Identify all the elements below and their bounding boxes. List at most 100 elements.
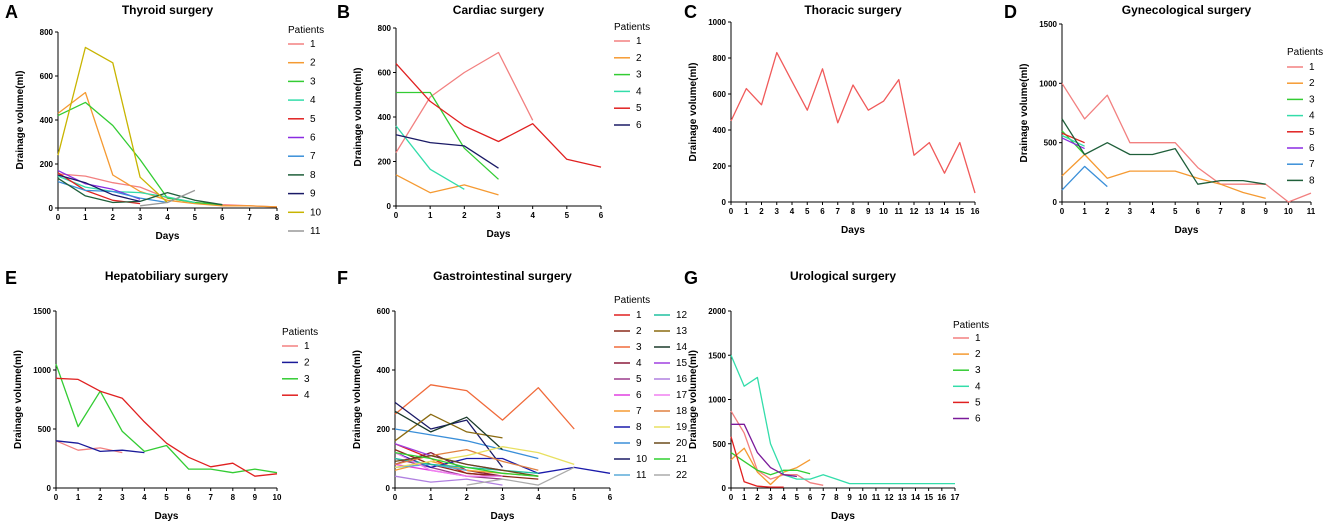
x-tick-label: 12 bbox=[910, 207, 919, 216]
series-line-patient-1 bbox=[1061, 82, 1312, 203]
legend-entry-5: 5 bbox=[310, 114, 316, 125]
x-tick-label: 3 bbox=[496, 211, 501, 220]
legend-entry-1: 1 bbox=[304, 341, 310, 352]
x-tick-label: 13 bbox=[925, 207, 934, 216]
legend-title: Patients bbox=[953, 320, 989, 331]
legend-entry-5: 5 bbox=[1309, 127, 1315, 138]
y-tick-label: 800 bbox=[378, 24, 392, 33]
x-tick-label: 0 bbox=[729, 207, 734, 216]
series-line-patient-3 bbox=[730, 452, 811, 476]
legend-entry-4: 4 bbox=[310, 95, 316, 106]
x-tick-label: 11 bbox=[1307, 207, 1316, 216]
legend-entry-6: 6 bbox=[310, 133, 316, 144]
series-line-patient-8 bbox=[1061, 118, 1266, 185]
x-tick-label: 17 bbox=[951, 493, 960, 502]
x-axis-label: Days bbox=[155, 511, 179, 522]
x-tick-label: 4 bbox=[790, 207, 795, 216]
y-axis-label: Drainage volume(ml) bbox=[13, 350, 24, 449]
x-tick-label: 8 bbox=[834, 493, 839, 502]
legend-title: Patients bbox=[1287, 47, 1323, 58]
legend-entry-4: 4 bbox=[975, 381, 981, 392]
series-line-patient-6 bbox=[731, 423, 797, 478]
panel-letter: C bbox=[684, 2, 697, 22]
y-tick-label: 1000 bbox=[1039, 79, 1057, 88]
x-axis-label: Days bbox=[841, 225, 865, 236]
series-line-patient-17 bbox=[394, 452, 503, 477]
y-tick-label: 0 bbox=[49, 204, 54, 213]
x-tick-label: 2 bbox=[759, 207, 764, 216]
legend-entry-20: 20 bbox=[676, 438, 688, 449]
x-tick-label: 16 bbox=[937, 493, 946, 502]
y-axis-label: Drainage volume(ml) bbox=[352, 350, 363, 449]
x-axis-label: Days bbox=[831, 511, 855, 522]
x-tick-label: 2 bbox=[462, 211, 467, 220]
panel-letter: D bbox=[1004, 2, 1017, 22]
legend-entry-7: 7 bbox=[310, 151, 316, 162]
x-tick-label: 10 bbox=[1284, 207, 1293, 216]
y-axis-label: Drainage volume(ml) bbox=[353, 68, 364, 167]
x-tick-label: 3 bbox=[120, 493, 125, 502]
y-tick-label: 600 bbox=[378, 69, 392, 78]
series-line-patient-1 bbox=[395, 51, 534, 153]
series-line-patient-7 bbox=[57, 180, 168, 204]
x-tick-label: 0 bbox=[729, 493, 734, 502]
x-tick-label: 1 bbox=[744, 207, 749, 216]
legend-entry-5: 5 bbox=[636, 103, 642, 114]
x-tick-label: 9 bbox=[847, 493, 852, 502]
x-axis-label: Days bbox=[156, 231, 180, 242]
series-line-patient-3 bbox=[55, 363, 278, 474]
x-tick-label: 8 bbox=[851, 207, 856, 216]
x-tick-label: 11 bbox=[872, 493, 881, 502]
series-line-patient-2 bbox=[730, 447, 811, 486]
x-tick-label: 5 bbox=[565, 211, 570, 220]
series-line-patient-2 bbox=[55, 440, 145, 454]
x-tick-label: 3 bbox=[500, 493, 505, 502]
legend-entry-16: 16 bbox=[676, 374, 688, 385]
chart-title: Thyroid surgery bbox=[122, 3, 214, 17]
x-tick-label: 0 bbox=[393, 493, 398, 502]
chart-title: Gastrointestinal surgery bbox=[433, 269, 572, 283]
y-tick-label: 0 bbox=[386, 484, 391, 493]
legend-entry-2: 2 bbox=[304, 357, 310, 368]
legend-entry-1: 1 bbox=[636, 310, 642, 321]
y-tick-label: 200 bbox=[40, 160, 54, 169]
x-tick-label: 5 bbox=[164, 493, 169, 502]
x-tick-label: 6 bbox=[186, 493, 191, 502]
x-tick-label: 3 bbox=[138, 213, 143, 222]
x-tick-label: 4 bbox=[536, 493, 541, 502]
x-tick-label: 15 bbox=[924, 493, 933, 502]
legend-entry-7: 7 bbox=[1309, 159, 1315, 170]
x-tick-label: 5 bbox=[572, 493, 577, 502]
legend-title: Patients bbox=[614, 22, 650, 33]
series-line-patient-6 bbox=[1061, 137, 1085, 150]
y-tick-label: 1000 bbox=[708, 18, 726, 27]
x-tick-label: 3 bbox=[768, 493, 773, 502]
x-tick-label: 14 bbox=[911, 493, 920, 502]
y-tick-label: 400 bbox=[713, 126, 727, 135]
legend-entry-15: 15 bbox=[676, 358, 688, 369]
x-tick-label: 5 bbox=[193, 213, 198, 222]
x-tick-label: 8 bbox=[231, 493, 236, 502]
x-tick-label: 4 bbox=[142, 493, 147, 502]
y-tick-label: 500 bbox=[1044, 139, 1058, 148]
y-tick-label: 600 bbox=[713, 90, 727, 99]
x-tick-label: 7 bbox=[247, 213, 252, 222]
chart-title: Cardiac surgery bbox=[453, 3, 545, 17]
x-tick-label: 2 bbox=[111, 213, 116, 222]
x-tick-label: 9 bbox=[253, 493, 258, 502]
x-tick-label: 1 bbox=[83, 213, 88, 222]
series-line-patient-22 bbox=[466, 466, 575, 486]
legend-entry-9: 9 bbox=[310, 189, 316, 200]
legend-entry-13: 13 bbox=[676, 326, 688, 337]
y-axis-label: Drainage volume(ml) bbox=[1019, 64, 1030, 163]
series-line-patient-4 bbox=[57, 175, 196, 204]
x-axis-label: Days bbox=[1175, 225, 1199, 236]
x-tick-label: 0 bbox=[394, 211, 399, 220]
series-line-patient-6 bbox=[395, 134, 499, 169]
series-line-patient-14 bbox=[394, 410, 503, 451]
legend-entry-21: 21 bbox=[676, 454, 688, 465]
series-line-patient-3 bbox=[394, 384, 575, 430]
series-line-patient-2 bbox=[395, 174, 499, 196]
x-tick-label: 8 bbox=[275, 213, 280, 222]
legend-entry-1: 1 bbox=[1309, 62, 1315, 73]
